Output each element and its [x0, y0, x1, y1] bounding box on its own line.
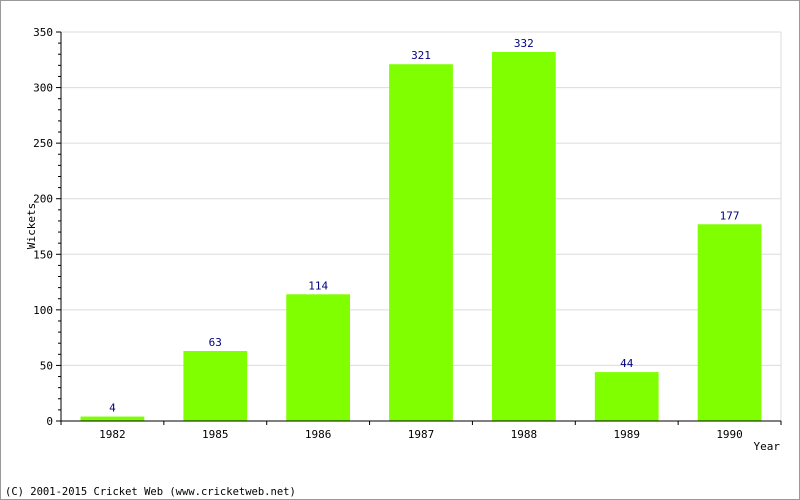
bar-value-label: 332 — [514, 37, 534, 50]
x-tick-label: 1988 — [511, 428, 538, 441]
labels: 0 50 100 150 200 250 300 350 4 1982 63 1985 114 1986 3… — [33, 26, 743, 441]
y-axis-label: Wickets — [25, 203, 38, 249]
bar — [183, 350, 248, 421]
bar — [286, 294, 351, 421]
axes — [56, 31, 782, 425]
bar-value-label: 177 — [720, 209, 740, 222]
bar — [389, 64, 453, 421]
y-tick-label: 100 — [33, 304, 53, 317]
y-tick-label: 150 — [33, 248, 53, 261]
y-tick-label: 0 — [46, 415, 53, 428]
bar-value-label: 114 — [308, 279, 328, 292]
bar-value-label: 4 — [109, 402, 116, 415]
x-tick-label: 1986 — [305, 428, 332, 441]
x-tick-label: 1990 — [716, 428, 743, 441]
y-tick-label: 50 — [40, 359, 53, 372]
bar — [594, 372, 659, 421]
bar-chart: 0 50 100 150 200 250 300 350 4 1982 63 1985 114 1986 3… — [25, 26, 782, 453]
y-tick-label: 300 — [33, 82, 53, 95]
y-tick-label: 350 — [33, 26, 53, 39]
bar-value-label: 321 — [411, 49, 431, 62]
bar — [491, 52, 556, 422]
bars — [80, 52, 762, 422]
x-tick-label: 1989 — [613, 428, 640, 441]
x-tick-label: 1982 — [99, 428, 126, 441]
x-tick-label: 1987 — [408, 428, 435, 441]
y-tick-label: 250 — [33, 137, 53, 150]
x-tick-label: 1985 — [202, 428, 229, 441]
bar — [697, 224, 762, 421]
x-axis-label: Year — [754, 440, 781, 453]
copyright-footer: (C) 2001-2015 Cricket Web (www.cricketwe… — [5, 486, 296, 498]
bar-value-label: 63 — [209, 336, 222, 349]
bar — [80, 416, 145, 421]
bar-value-label: 44 — [620, 357, 634, 370]
y-tick-label: 200 — [33, 193, 53, 206]
